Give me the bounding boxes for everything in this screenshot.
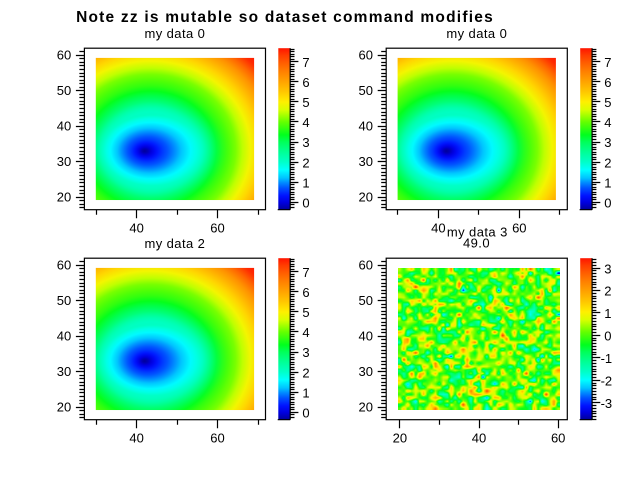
svg-text:6: 6	[604, 75, 611, 90]
svg-text:0: 0	[302, 196, 309, 211]
svg-text:my data 2: my data 2	[144, 236, 205, 251]
svg-text:1: 1	[604, 306, 611, 321]
svg-text:20: 20	[393, 431, 407, 446]
svg-text:0: 0	[302, 406, 309, 421]
svg-text:30: 30	[359, 154, 373, 169]
svg-text:40: 40	[129, 221, 143, 236]
svg-text:-2: -2	[601, 373, 613, 388]
svg-text:3: 3	[302, 135, 309, 150]
svg-text:40: 40	[57, 329, 71, 344]
svg-text:30: 30	[359, 364, 373, 379]
svg-text:40: 40	[129, 431, 143, 446]
svg-text:2: 2	[604, 284, 611, 299]
svg-text:1: 1	[302, 385, 309, 400]
svg-text:7: 7	[604, 55, 611, 70]
svg-text:49.0: 49.0	[463, 235, 490, 250]
svg-text:1: 1	[604, 175, 611, 190]
svg-text:20: 20	[57, 190, 71, 205]
svg-text:6: 6	[302, 75, 309, 90]
svg-text:-1: -1	[601, 351, 613, 366]
svg-text:my data 0: my data 0	[446, 26, 507, 41]
svg-text:20: 20	[359, 400, 373, 415]
svg-text:0: 0	[604, 329, 611, 344]
svg-text:40: 40	[57, 119, 71, 134]
svg-text:60: 60	[359, 258, 373, 273]
svg-text:60: 60	[512, 221, 526, 236]
svg-text:60: 60	[210, 221, 224, 236]
svg-text:7: 7	[302, 55, 309, 70]
svg-text:20: 20	[359, 190, 373, 205]
svg-text:7: 7	[302, 265, 309, 280]
svg-text:3: 3	[302, 345, 309, 360]
svg-text:5: 5	[604, 95, 611, 110]
svg-text:1: 1	[302, 175, 309, 190]
svg-text:60: 60	[57, 48, 71, 63]
svg-text:30: 30	[57, 154, 71, 169]
svg-text:0: 0	[604, 196, 611, 211]
svg-text:60: 60	[57, 258, 71, 273]
svg-text:5: 5	[302, 305, 309, 320]
svg-text:40: 40	[431, 221, 445, 236]
svg-text:6: 6	[302, 285, 309, 300]
svg-text:50: 50	[359, 83, 373, 98]
svg-text:60: 60	[210, 431, 224, 446]
svg-text:-3: -3	[601, 396, 613, 411]
svg-text:50: 50	[57, 83, 71, 98]
svg-text:3: 3	[604, 261, 611, 276]
svg-text:2: 2	[302, 155, 309, 170]
svg-text:5: 5	[302, 95, 309, 110]
svg-text:4: 4	[302, 325, 309, 340]
svg-text:40: 40	[472, 431, 486, 446]
svg-text:60: 60	[551, 431, 565, 446]
svg-text:my data 0: my data 0	[144, 26, 205, 41]
svg-text:50: 50	[359, 293, 373, 308]
svg-text:2: 2	[302, 365, 309, 380]
svg-text:30: 30	[57, 364, 71, 379]
svg-text:3: 3	[604, 135, 611, 150]
svg-text:40: 40	[359, 329, 373, 344]
svg-text:2: 2	[604, 155, 611, 170]
svg-text:20: 20	[57, 400, 71, 415]
svg-text:50: 50	[57, 293, 71, 308]
svg-text:my data 3: my data 3	[447, 224, 508, 239]
svg-text:4: 4	[604, 115, 611, 130]
svg-text:Note zz is mutable so dataset: Note zz is mutable so dataset command mo…	[76, 9, 494, 26]
svg-text:4: 4	[302, 115, 309, 130]
svg-text:40: 40	[359, 119, 373, 134]
svg-text:60: 60	[359, 48, 373, 63]
